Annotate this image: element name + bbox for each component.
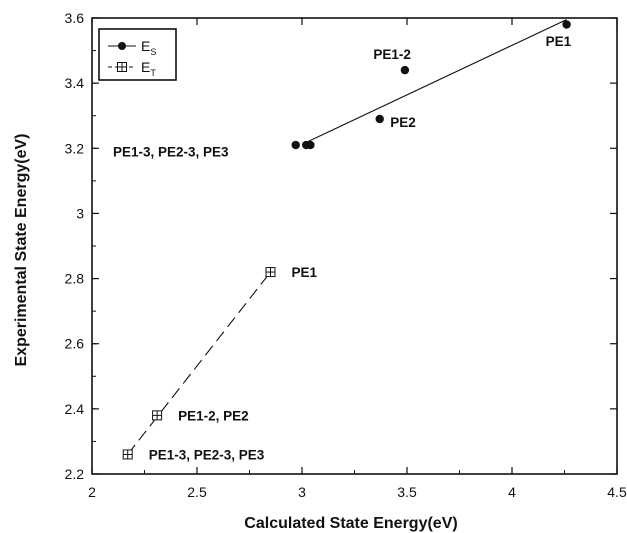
y-tick-label: 2.2: [65, 466, 85, 482]
legend: ES ET: [98, 28, 177, 81]
point-annotation: PE1: [292, 265, 318, 280]
data-point-s: [306, 140, 315, 150]
data-point-s: [375, 114, 384, 124]
x-tick-label: 3: [298, 484, 306, 500]
x-tick-label: 2: [88, 484, 96, 500]
data-point-s: [400, 65, 410, 75]
legend-marker-et: [117, 62, 127, 72]
point-annotation: PE2: [390, 115, 416, 130]
y-tick-label: 3.4: [65, 75, 85, 91]
point-annotation: PE1-2, PE2: [178, 408, 249, 423]
series-fit-line-t: [127, 271, 271, 455]
point-annotation: PE1-2: [373, 47, 411, 62]
series-fit-line-s: [303, 19, 567, 144]
legend-box: [98, 28, 177, 81]
data-point-t: [122, 449, 133, 460]
point-annotation: PE1-3, PE2-3, PE3: [113, 145, 229, 160]
data-point-t: [152, 410, 163, 421]
y-tick-label: 2.6: [65, 336, 85, 352]
data-point-s: [291, 140, 300, 150]
y-tick-label: 3.2: [65, 140, 85, 156]
x-tick-label: 4: [508, 484, 516, 500]
y-tick-label: 3: [76, 205, 84, 221]
legend-label-et: ET: [141, 59, 156, 78]
data-point-s: [562, 20, 571, 29]
data-point-t: [265, 267, 276, 278]
plot-frame: [91, 17, 618, 475]
x-tick-label: 4.5: [607, 484, 627, 500]
x-axis-title: Calculated State Energy(eV): [244, 515, 457, 532]
x-tick-label: 2.5: [187, 484, 207, 500]
point-annotation: PE1-3, PE2-3, PE3: [149, 447, 265, 462]
legend-marker-es: [118, 42, 126, 50]
point-annotation: PE1: [546, 34, 572, 49]
y-axis-title: Experimental State Energy(eV): [13, 134, 30, 367]
y-tick-label: 2.4: [65, 401, 85, 417]
x-tick-label: 3.5: [397, 484, 417, 500]
plot-area: 2 2.5 3 3.5 4 4.5 2.2 2.4 2.6 2.8 3 3.2 3.4 3.6 PE1-2 P…: [65, 10, 627, 500]
y-tick-label: 3.6: [65, 10, 85, 26]
y-tick-label: 2.8: [65, 271, 85, 287]
legend-label-es: ES: [141, 38, 156, 57]
